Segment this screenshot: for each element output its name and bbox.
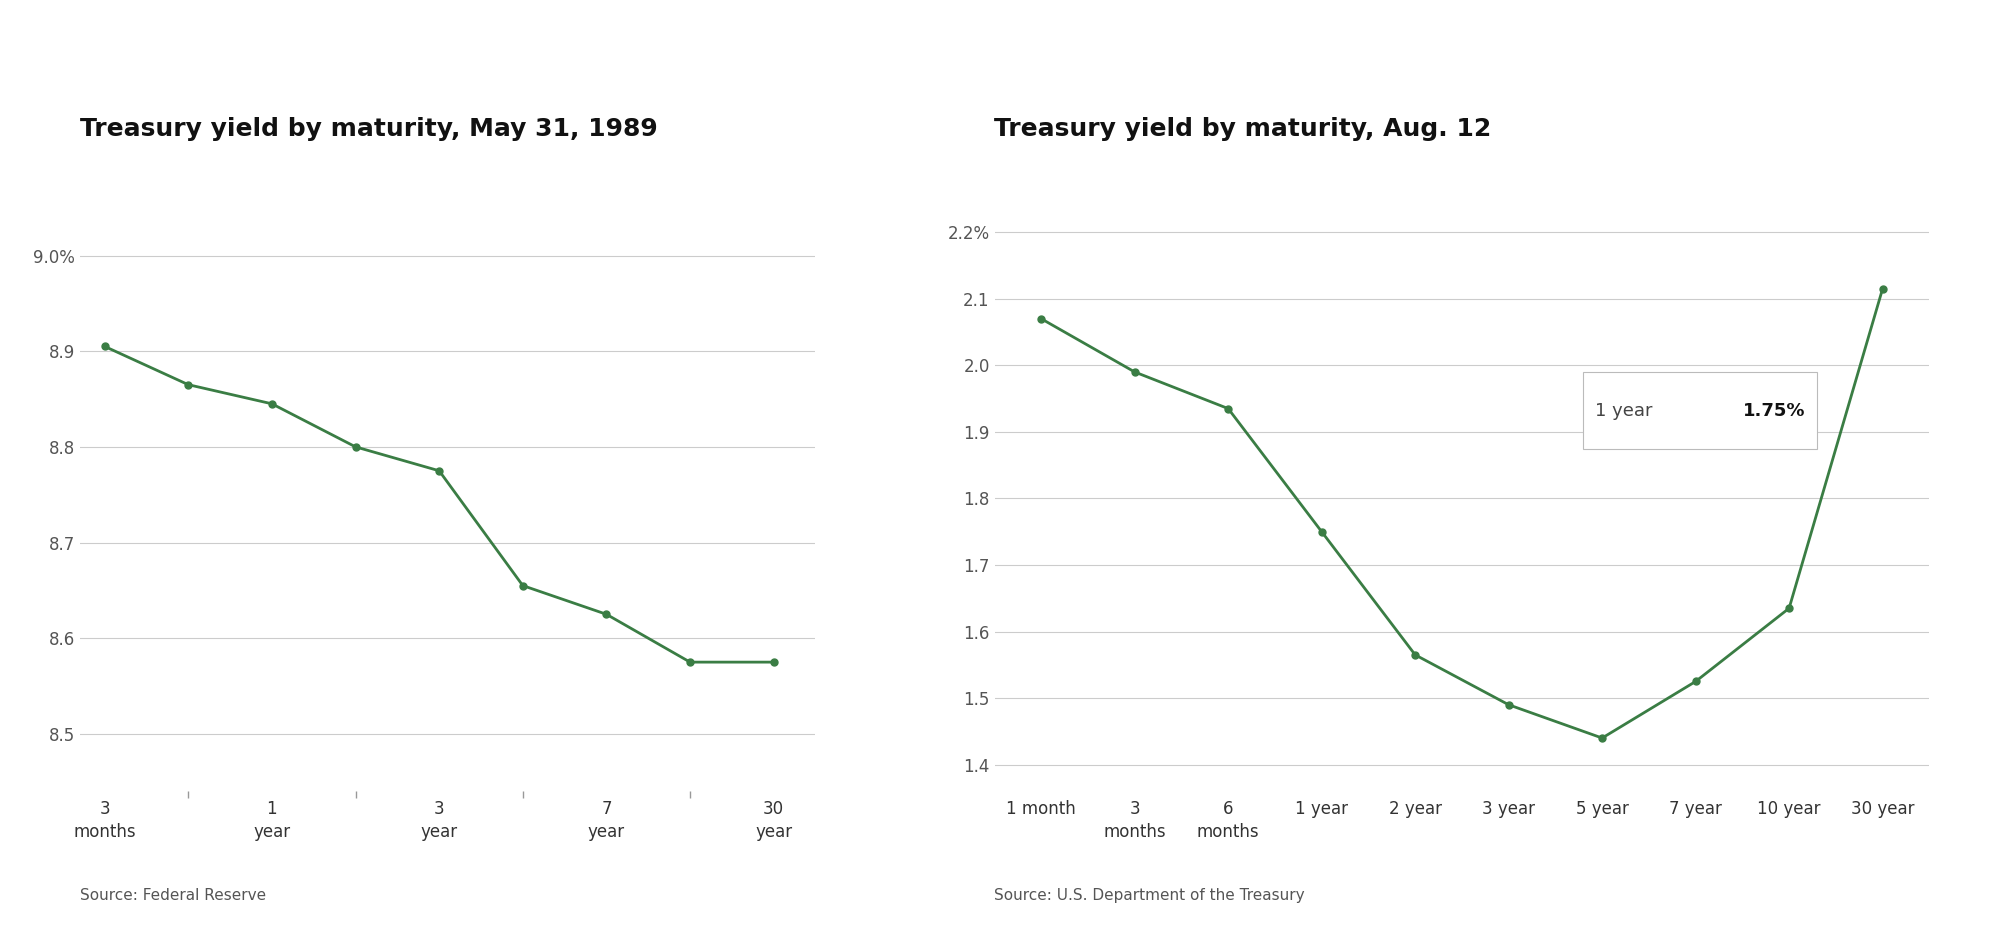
Text: 1.75%: 1.75% (1744, 401, 1806, 419)
Text: Treasury yield by maturity, Aug. 12: Treasury yield by maturity, Aug. 12 (994, 118, 1492, 141)
Text: Source: Federal Reserve: Source: Federal Reserve (80, 887, 267, 902)
Text: Source: U.S. Department of the Treasury: Source: U.S. Department of the Treasury (994, 887, 1305, 902)
Text: 1 year: 1 year (1595, 401, 1653, 419)
Text: Treasury yield by maturity, May 31, 1989: Treasury yield by maturity, May 31, 1989 (80, 118, 656, 141)
FancyBboxPatch shape (1583, 372, 1818, 448)
